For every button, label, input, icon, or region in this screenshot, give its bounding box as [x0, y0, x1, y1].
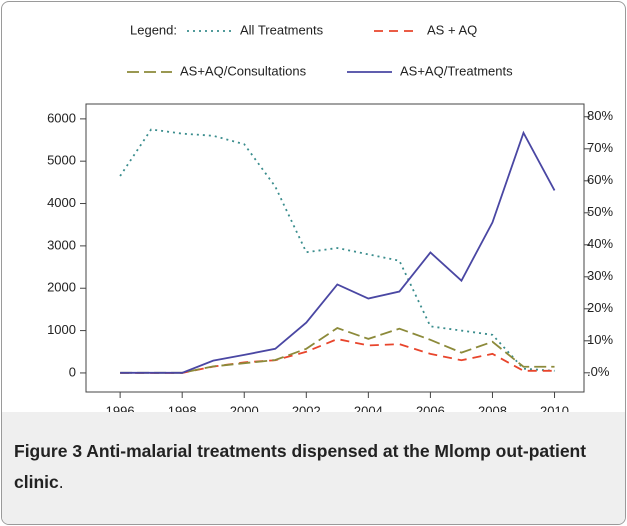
x-tick-label: 2002	[292, 403, 321, 412]
legend-label: AS + AQ	[427, 22, 477, 37]
x-tick-label: 2008	[478, 403, 507, 412]
y2-tick-label: 20%	[587, 300, 613, 315]
caption-bold: Figure 3 Anti-malarial treatments dispen…	[14, 441, 587, 492]
x-tick-label: 2000	[230, 403, 259, 412]
legend-label: All Treatments	[240, 22, 324, 37]
y2-tick-label: 80%	[587, 108, 613, 123]
y2-tick-label: 60%	[587, 172, 613, 187]
series-line	[120, 327, 555, 374]
y-tick-label: 1000	[47, 322, 76, 337]
x-tick-label: 2010	[540, 403, 569, 412]
legend-label: AS+AQ/Treatments	[400, 63, 513, 78]
caption-rest: .	[58, 472, 64, 492]
x-tick-label: 2004	[354, 403, 383, 412]
y2-tick-label: 30%	[587, 268, 613, 283]
y2-tick-label: 50%	[587, 204, 613, 219]
y-tick-label: 6000	[47, 110, 76, 125]
caption: Figure 3 Anti-malarial treatments dispen…	[14, 436, 614, 498]
x-tick-label: 1996	[106, 403, 135, 412]
chart: Legend: date 0100020003000400050006000.0…	[47, 22, 613, 412]
y-tick-label: 0	[69, 364, 76, 379]
legend-title: Legend:	[130, 22, 177, 37]
y-tick-label: 2000	[47, 280, 76, 295]
x-tick-label: 1998	[168, 403, 197, 412]
series-line	[119, 128, 555, 372]
y2-tick-label: 10%	[587, 332, 613, 347]
series-line	[120, 338, 555, 374]
y-tick-label: 5000	[47, 153, 76, 168]
plot-frame	[85, 103, 585, 393]
y2-tick-label: .0%	[587, 364, 610, 379]
y-tick-label: 4000	[47, 195, 76, 210]
caption-box: Figure 3 Anti-malarial treatments dispen…	[2, 412, 625, 524]
y2-tick-label: 70%	[587, 140, 613, 155]
legend-label: AS+AQ/Consultations	[180, 63, 307, 78]
y2-tick-label: 40%	[587, 236, 613, 251]
x-tick-label: 2006	[416, 403, 445, 412]
series-line	[120, 130, 556, 374]
y-tick-label: 3000	[47, 237, 76, 252]
